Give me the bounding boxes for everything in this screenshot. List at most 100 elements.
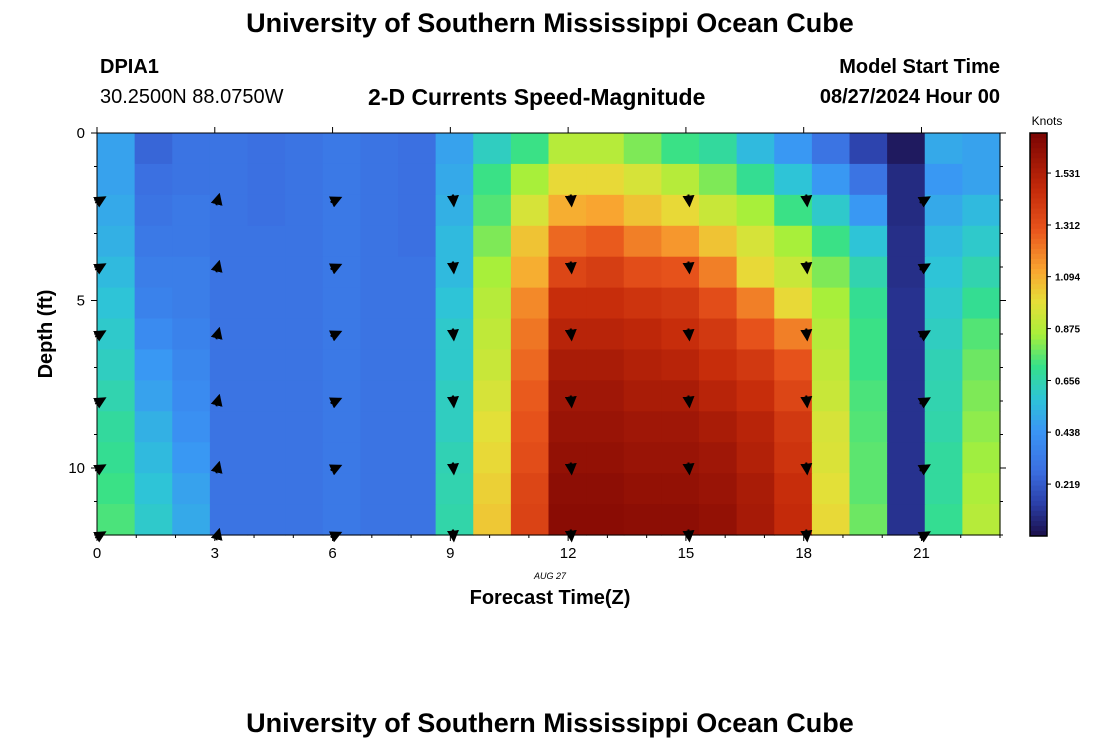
heatmap-cell bbox=[322, 473, 361, 505]
heatmap-cell bbox=[887, 411, 926, 443]
heatmap-cell bbox=[811, 349, 851, 381]
x-tick-label: 15 bbox=[678, 545, 695, 562]
heatmap-cell bbox=[887, 318, 926, 351]
heatmap-cell bbox=[699, 442, 738, 474]
heatmap-cell bbox=[623, 504, 662, 536]
heatmap-cell bbox=[134, 225, 173, 258]
colorbar-swatch bbox=[1030, 168, 1047, 174]
heatmap-cell bbox=[172, 318, 211, 351]
heatmap-cell bbox=[849, 411, 888, 443]
heatmap-cell bbox=[172, 473, 211, 505]
heatmap-cell bbox=[962, 133, 1001, 165]
heatmap-cell bbox=[285, 504, 324, 536]
heatmap-cell bbox=[699, 380, 738, 412]
heatmap-cell bbox=[172, 256, 211, 289]
heatmap-cell bbox=[435, 504, 474, 536]
colorbar-swatch bbox=[1030, 198, 1047, 205]
current-vector-arrow bbox=[917, 263, 931, 275]
heatmap-cell bbox=[623, 349, 662, 381]
heatmap-cell bbox=[172, 194, 211, 227]
heatmap-cell bbox=[510, 287, 550, 320]
heatmap-cell bbox=[774, 133, 813, 165]
heatmap-cell bbox=[398, 380, 437, 412]
heatmap-cell bbox=[586, 163, 625, 196]
colorbar-swatch bbox=[1030, 465, 1047, 472]
colorbar-swatch bbox=[1030, 183, 1047, 189]
heatmap-cell bbox=[811, 442, 851, 474]
heatmap-cell bbox=[247, 411, 286, 443]
heatmap-cell bbox=[811, 225, 851, 258]
footer-title: University of Southern Mississippi Ocean… bbox=[246, 708, 854, 738]
colorbar-swatch bbox=[1030, 470, 1047, 477]
heatmap-cell bbox=[661, 163, 700, 196]
heatmap-cell bbox=[548, 411, 587, 443]
heatmap-cell bbox=[209, 349, 249, 381]
heatmap-cell bbox=[134, 473, 173, 505]
heatmap-cell bbox=[473, 411, 512, 443]
colorbar-swatch bbox=[1030, 228, 1047, 235]
heatmap-cell bbox=[247, 318, 286, 351]
heatmap-cell bbox=[962, 318, 1001, 351]
heatmap-cell bbox=[736, 411, 775, 443]
current-vector-arrow bbox=[800, 194, 813, 208]
colorbar-swatch bbox=[1030, 450, 1047, 456]
heatmap-cell bbox=[962, 504, 1001, 536]
colorbar-swatch bbox=[1030, 133, 1047, 139]
x-tick-label: 21 bbox=[913, 545, 930, 562]
heatmap-cell bbox=[962, 194, 1001, 227]
current-vector-arrow bbox=[564, 261, 577, 275]
colorbar-swatch bbox=[1030, 143, 1047, 149]
heatmap-cell bbox=[473, 225, 512, 258]
current-vector-arrow bbox=[917, 397, 931, 409]
heatmap-cell bbox=[887, 133, 926, 165]
colorbar-swatch bbox=[1030, 515, 1047, 522]
heatmap-cell bbox=[887, 225, 926, 258]
colorbar-swatch bbox=[1030, 304, 1047, 310]
current-vector-arrow bbox=[210, 259, 223, 273]
heatmap-cell bbox=[134, 411, 173, 443]
colorbar-swatch bbox=[1030, 299, 1047, 305]
heatmap-cell bbox=[97, 411, 136, 443]
heatmap-cell bbox=[699, 349, 738, 381]
heatmap-cell bbox=[322, 318, 361, 351]
heatmap-cell bbox=[322, 380, 361, 412]
heatmap-cell bbox=[209, 287, 249, 320]
colorbar-swatch bbox=[1030, 485, 1047, 492]
heatmap-cell bbox=[548, 225, 587, 258]
heatmap-cell bbox=[360, 225, 399, 258]
colorbar-swatch bbox=[1030, 435, 1047, 441]
colorbar-swatch bbox=[1030, 530, 1047, 537]
colorbar-swatch bbox=[1030, 258, 1047, 265]
x-tick-label: 6 bbox=[328, 545, 336, 562]
heatmap-cell bbox=[586, 504, 625, 536]
heatmap-cell bbox=[623, 256, 662, 289]
heatmap-cell bbox=[736, 318, 775, 351]
heatmap-cell bbox=[586, 349, 625, 381]
heatmap-cell bbox=[473, 318, 512, 351]
heatmap-cell bbox=[473, 133, 512, 165]
heatmap-cell bbox=[924, 287, 963, 320]
heatmap-cell bbox=[811, 256, 851, 289]
colorbar-swatch bbox=[1030, 248, 1047, 255]
heatmap-cell bbox=[849, 194, 888, 227]
colorbar-swatch bbox=[1030, 344, 1047, 351]
heatmap-cell bbox=[661, 473, 700, 505]
heatmap-cell bbox=[247, 225, 286, 258]
heatmap-cell bbox=[623, 473, 662, 505]
heatmap-cell bbox=[360, 442, 399, 474]
heatmap-cell bbox=[623, 318, 662, 351]
heatmap-cell bbox=[247, 163, 286, 196]
heatmap-cell bbox=[435, 133, 474, 165]
heatmap-cell bbox=[435, 442, 474, 474]
colorbar-swatch bbox=[1030, 319, 1047, 325]
colorbar-swatch bbox=[1030, 520, 1047, 527]
colorbar-swatch bbox=[1030, 263, 1047, 270]
heatmap-cell bbox=[285, 473, 324, 505]
heatmap-cell bbox=[548, 256, 587, 289]
heatmap-cell bbox=[473, 287, 512, 320]
heatmap-cell bbox=[435, 256, 474, 289]
heatmap-cell bbox=[774, 163, 813, 196]
heatmap-cell bbox=[623, 380, 662, 412]
heatmap-cell bbox=[962, 256, 1001, 289]
heatmap-cell bbox=[811, 133, 851, 165]
